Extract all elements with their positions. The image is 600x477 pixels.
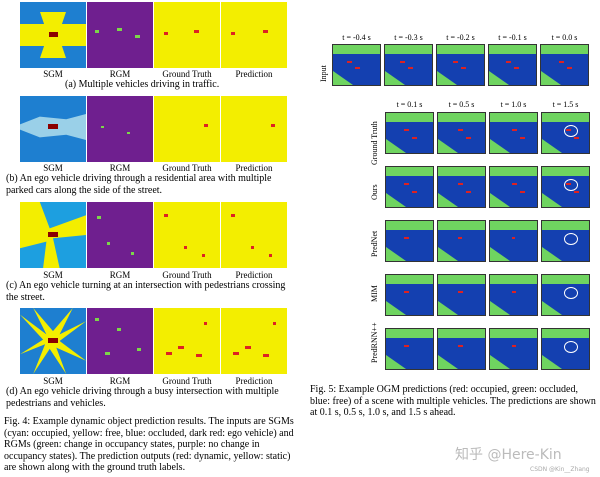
ogm-output-cell <box>489 220 538 262</box>
label-pred-a: Prediction <box>235 69 273 79</box>
ogm-output-cell <box>489 328 538 370</box>
row-label-ground-truth: Ground Truth <box>370 121 379 165</box>
subcaption-a: (a) Multiple vehicles driving in traffic… <box>65 79 220 90</box>
label-pred-c: Prediction <box>235 270 273 280</box>
label-rgm-a: RGM <box>109 69 131 79</box>
ogm-input-cell <box>540 44 589 86</box>
ogm-input-cell <box>384 44 433 86</box>
time-label: t = 0.5 s <box>448 100 475 109</box>
ogm-input-cell <box>488 44 537 86</box>
label-pred-d: Prediction <box>235 376 273 386</box>
sgm-panel-d <box>20 308 86 374</box>
time-label: t = -0.2 s <box>446 33 475 42</box>
time-label: t = 0.1 s <box>396 100 423 109</box>
label-pred-b: Prediction <box>235 163 273 173</box>
label-gt-b: Ground Truth <box>162 163 212 173</box>
ogm-output-cell <box>385 166 434 208</box>
row-label-ours: Ours <box>370 184 379 200</box>
ground-truth-panel-a <box>154 2 220 68</box>
row-label-input: Input <box>319 65 328 82</box>
label-sgm-a: SGM <box>43 69 63 79</box>
rgm-panel-c <box>87 202 153 268</box>
ogm-output-cell <box>489 112 538 154</box>
row-label-prednet: PredNet <box>370 230 379 257</box>
subcaption-d: (d) An ego vehicle driving through a bus… <box>6 386 279 409</box>
time-label: t = 0.0 s <box>551 33 578 42</box>
time-label: t = 1.0 s <box>500 100 527 109</box>
ogm-output-cell <box>489 166 538 208</box>
prediction-panel-a <box>221 2 287 68</box>
ogm-output-cell <box>437 274 486 316</box>
ogm-output-cell <box>437 220 486 262</box>
subcaption-c: (c) An ego vehicle turning at an interse… <box>6 280 286 303</box>
sgm-panel-a <box>20 2 86 68</box>
ogm-output-cell <box>541 274 590 316</box>
label-gt-d: Ground Truth <box>162 376 212 386</box>
subcaption-b: (b) An ego vehicle driving through a res… <box>6 173 272 196</box>
time-label: t = -0.3 s <box>394 33 423 42</box>
fig5-caption: Fig. 5: Example OGM predictions (red: oc… <box>310 384 596 418</box>
fig4-caption: Fig. 4: Example dynamic object predictio… <box>4 416 294 473</box>
row-label-predrnn: PredRNN++ <box>370 322 379 363</box>
time-label: t = 1.5 s <box>552 100 579 109</box>
label-rgm-b: RGM <box>109 163 131 173</box>
ogm-output-cell <box>489 274 538 316</box>
label-gt-a: Ground Truth <box>162 69 212 79</box>
ogm-output-cell <box>385 220 434 262</box>
time-label: t = -0.4 s <box>342 33 371 42</box>
label-rgm-d: RGM <box>109 376 131 386</box>
watermark: 知乎 @Here-Kin <box>455 447 562 463</box>
ogm-output-cell <box>385 112 434 154</box>
sgm-panel-c <box>20 202 86 268</box>
time-label: t = -0.1 s <box>498 33 527 42</box>
label-sgm-d: SGM <box>43 376 63 386</box>
ground-truth-panel-d <box>154 308 220 374</box>
ogm-output-cell <box>437 328 486 370</box>
ogm-input-cell <box>332 44 381 86</box>
prediction-panel-d <box>221 308 287 374</box>
ogm-output-cell <box>541 220 590 262</box>
label-sgm-c: SGM <box>43 270 63 280</box>
ogm-output-cell <box>385 274 434 316</box>
rgm-panel-d <box>87 308 153 374</box>
prediction-panel-b <box>221 96 287 162</box>
ground-truth-panel-c <box>154 202 220 268</box>
ogm-output-cell <box>385 328 434 370</box>
ogm-output-cell <box>541 166 590 208</box>
ogm-output-cell <box>541 112 590 154</box>
ground-truth-panel-b <box>154 96 220 162</box>
rgm-panel-a <box>87 2 153 68</box>
ogm-output-cell <box>541 328 590 370</box>
label-gt-c: Ground Truth <box>162 270 212 280</box>
ogm-output-cell <box>437 166 486 208</box>
row-label-mim: MIM <box>370 285 379 302</box>
label-rgm-c: RGM <box>109 270 131 280</box>
label-sgm-b: SGM <box>43 163 63 173</box>
ogm-output-cell <box>437 112 486 154</box>
rgm-panel-b <box>87 96 153 162</box>
credit: CSDN @Kin__Zhang <box>530 466 590 473</box>
sgm-panel-b <box>20 96 86 162</box>
ogm-input-cell <box>436 44 485 86</box>
prediction-panel-c <box>221 202 287 268</box>
